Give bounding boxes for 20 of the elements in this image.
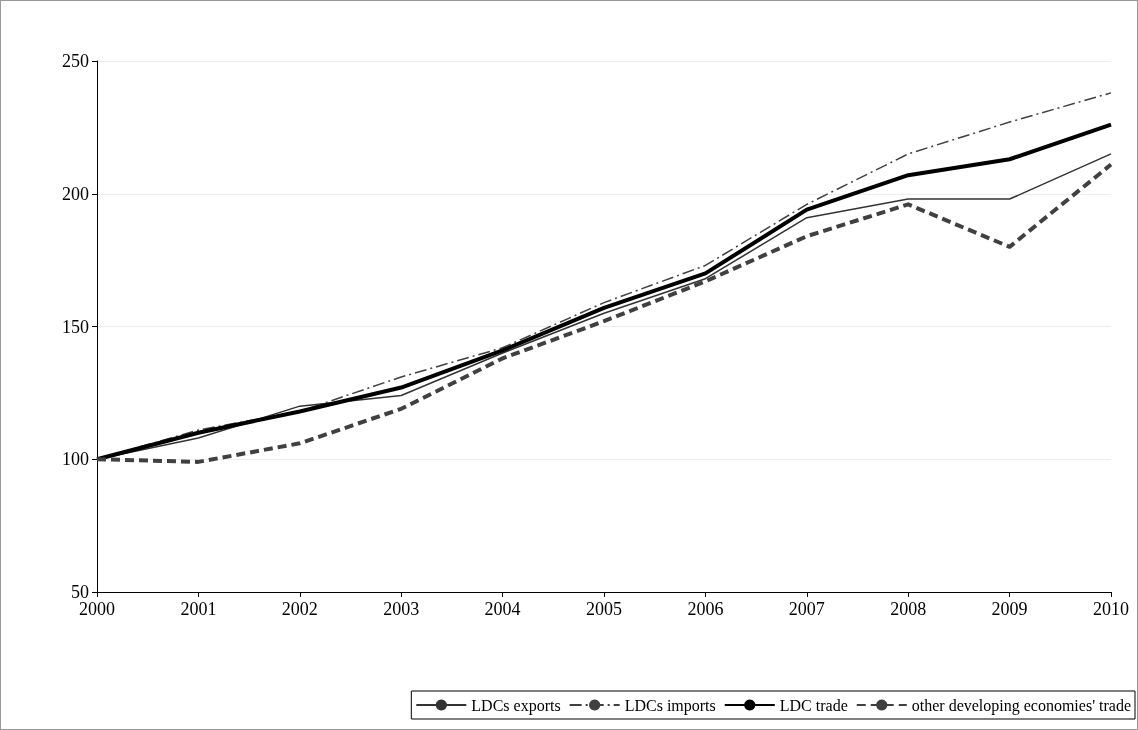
x-tick-label: 2007 <box>788 599 825 619</box>
y-tick-label: 250 <box>62 51 89 71</box>
x-tick-label: 2009 <box>991 599 1028 619</box>
y-tick-label: 100 <box>62 449 89 470</box>
legend-label: other developing economies' trade <box>911 696 1131 715</box>
x-tick-label: 2004 <box>484 599 521 619</box>
x-tick-label: 2010 <box>1093 599 1129 619</box>
x-tick-label: 2005 <box>586 599 622 619</box>
x-tick-label: 2008 <box>890 599 927 619</box>
x-tick-label: 2001 <box>180 599 217 619</box>
y-tick-label: 150 <box>62 316 89 337</box>
x-tick-label: 2006 <box>687 599 724 619</box>
legend-label: LDC trade <box>779 696 848 714</box>
legend-label: LDCs exports <box>471 696 561 715</box>
x-tick-label: 2002 <box>281 599 318 619</box>
x-tick-label: 2003 <box>383 599 420 619</box>
y-tick-label: 200 <box>62 183 89 204</box>
legend-label: LDCs imports <box>624 696 716 715</box>
x-tick-label: 2000 <box>79 599 115 619</box>
y-tick-label: 50 <box>71 582 89 602</box>
